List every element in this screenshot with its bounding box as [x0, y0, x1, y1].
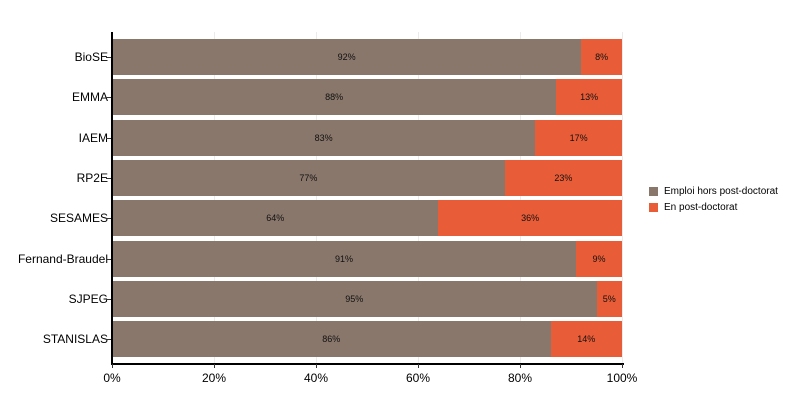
x-tick	[316, 364, 317, 368]
y-tick	[106, 298, 111, 300]
x-axis-line	[111, 363, 624, 365]
gridline	[520, 32, 521, 363]
bar-row: 95% 5%	[112, 280, 622, 317]
x-tick	[520, 364, 521, 368]
bar-segment-emploi: 91%	[112, 240, 577, 277]
legend-item: Emploi hors post-doctorat	[649, 183, 778, 199]
x-tick	[622, 364, 623, 368]
bar-value-label: 36%	[521, 213, 540, 224]
bar-segment-emploi: 64%	[112, 200, 439, 237]
y-axis-label: IAEM	[78, 130, 108, 145]
bar-value-label: 86%	[322, 334, 341, 345]
bar-segment-postdoc: 36%	[438, 200, 622, 237]
gridline	[622, 32, 623, 363]
y-axis-label: Fernand-Braudel	[17, 251, 108, 266]
bar-segment-emploi: 83%	[112, 119, 536, 156]
legend: Emploi hors post-doctorat En post-doctora…	[649, 183, 778, 215]
y-axis-label: BioSE	[74, 50, 108, 64]
bar-row: 83% 17%	[112, 119, 622, 156]
bar-value-label: 77%	[299, 172, 318, 183]
legend-label: Emploi hors post-doctorat	[664, 185, 778, 197]
y-tick	[106, 339, 111, 341]
y-axis-label: RP2E	[76, 170, 108, 185]
bar-segment-postdoc: 23%	[504, 159, 622, 196]
y-tick	[106, 258, 111, 260]
bar-segment-emploi: 88%	[112, 79, 557, 116]
bar-value-label: 83%	[314, 132, 333, 143]
y-tick	[106, 177, 111, 179]
bar-segment-postdoc: 17%	[535, 119, 622, 156]
gridline	[112, 32, 113, 363]
y-axis-label: EMMA	[72, 90, 108, 105]
x-axis-label: 20%	[201, 371, 227, 385]
y-tick	[106, 137, 111, 139]
bar-value-label: 91%	[335, 253, 354, 264]
gridline	[316, 32, 317, 363]
bar-row: 64% 36%	[112, 200, 622, 237]
y-axis-label: STANISLAS	[42, 332, 108, 347]
bar-row: 86% 14%	[112, 321, 622, 358]
bar-value-label: 23%	[554, 172, 573, 183]
bar-segment-postdoc: 14%	[550, 321, 622, 358]
bar-value-label: 14%	[577, 334, 596, 345]
legend-swatch-icon	[649, 202, 658, 212]
bar-segment-emploi: 92%	[112, 39, 582, 75]
bar-value-label: 88%	[325, 92, 344, 103]
legend-item: En post-doctorat	[649, 199, 778, 215]
y-axis-label: SJPEG	[68, 291, 108, 306]
x-tick	[418, 364, 419, 368]
x-axis-label: 40%	[303, 371, 329, 385]
legend-label: En post-doctorat	[664, 201, 738, 213]
bar-segment-postdoc: 8%	[581, 39, 622, 75]
gridline	[214, 32, 215, 363]
bar-row: 77% 23%	[112, 159, 622, 196]
bar-segment-emploi: 95%	[112, 280, 597, 317]
x-axis-label: 60%	[405, 371, 431, 385]
bar-value-label: 13%	[580, 92, 599, 103]
bar-segment-postdoc: 9%	[576, 240, 622, 277]
x-axis-label: 80%	[507, 371, 533, 385]
x-tick	[112, 364, 113, 368]
bar-value-label: 8%	[595, 52, 609, 62]
y-tick	[106, 57, 111, 58]
gridline	[418, 32, 419, 363]
bar-value-label: 95%	[345, 293, 364, 304]
bar-segment-emploi: 86%	[112, 321, 551, 358]
bar-row: 92% 8%	[112, 39, 622, 75]
bar-segment-emploi: 77%	[112, 159, 505, 196]
x-axis-label: 0%	[103, 371, 121, 385]
bar-value-label: 64%	[266, 213, 285, 224]
x-tick	[214, 364, 215, 368]
y-axis-label: SESAMES	[49, 211, 108, 226]
bar-value-label: 5%	[602, 293, 616, 304]
x-axis-label: 100%	[606, 371, 638, 385]
bar-value-label: 17%	[569, 132, 588, 143]
y-tick	[106, 97, 111, 99]
bar-value-label: 92%	[337, 52, 356, 62]
bar-segment-postdoc: 5%	[596, 280, 622, 317]
legend-swatch-icon	[649, 186, 658, 196]
plot-area: 92% 8% 88% 13% 83% 17% 77% 23% 64% 36% 91% 9% 95% 5% 8…	[112, 32, 623, 363]
y-axis-line	[111, 32, 113, 364]
bar-row: 91% 9%	[112, 240, 622, 277]
bar-value-label: 9%	[592, 253, 606, 264]
bar-row: 88% 13%	[112, 79, 622, 116]
y-tick	[106, 218, 111, 220]
bar-segment-postdoc: 13%	[556, 79, 622, 116]
